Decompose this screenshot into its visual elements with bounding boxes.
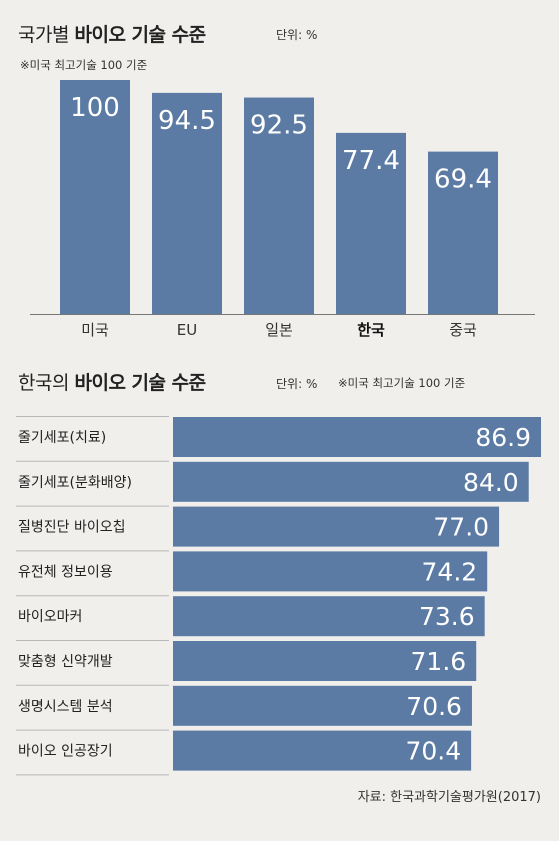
h-bar-value-6: 70.6 [406, 692, 462, 721]
v-bar-1 [152, 92, 222, 315]
chart1-title-light: 국가별 [18, 24, 69, 46]
v-bar-category-3: 한국 [357, 321, 385, 339]
h-bar-value-7: 70.4 [405, 737, 461, 766]
h-bar-category-5: 맞춤형 신약개발 [18, 654, 113, 670]
h-bar-value-3: 74.2 [422, 557, 478, 586]
h-bar-2 [173, 506, 500, 547]
h-bar-value-0: 86.9 [475, 423, 531, 452]
v-bar-value-2: 92.5 [250, 111, 308, 141]
v-bar-category-0: 미국 [81, 321, 109, 339]
h-bar-category-2: 질병진단 바이오칩 [18, 520, 126, 536]
v-bar-category-2: 일본 [265, 321, 293, 339]
h-bar-category-4: 바이오마커 [18, 609, 82, 625]
chart1-unit: 단위: % [276, 28, 318, 42]
h-bar-category-1: 줄기세포(분화배양) [18, 475, 132, 491]
v-bar-value-3: 77.4 [342, 146, 400, 176]
h-bar-category-3: 유전체 정보이용 [18, 564, 113, 580]
v-bar-value-0: 100 [70, 93, 120, 123]
chart2-unit: 단위: % [276, 377, 318, 391]
chart2-title-light: 한국의 [18, 372, 69, 394]
h-bar-3 [173, 551, 488, 592]
h-bar-value-4: 73.6 [419, 602, 475, 631]
chart2-note: ※미국 최고기술 100 기준 [338, 376, 466, 390]
h-bar-value-2: 77.0 [433, 513, 489, 542]
h-bar-category-7: 바이오 인공장기 [18, 744, 113, 760]
source-credit: 자료: 한국과학기술평가원(2017) [357, 790, 541, 805]
h-bar-value-5: 71.6 [411, 647, 467, 676]
h-bar-category-6: 생명시스템 분석 [18, 699, 113, 715]
v-bar-value-4: 69.4 [434, 165, 492, 195]
h-bar-4 [173, 596, 485, 637]
v-bar-0 [60, 80, 130, 314]
v-bar-3 [336, 132, 406, 314]
v-bar-4 [428, 151, 498, 314]
chart2-title-bold: 바이오 기술 수준 [74, 372, 207, 394]
h-bar-value-1: 84.0 [463, 468, 519, 497]
h-bar-5 [173, 641, 477, 681]
chart1-note: ※미국 최고기술 100 기준 [20, 58, 148, 72]
h-bar-0 [173, 417, 541, 457]
chart1-title: 국가별 바이오 기술 수준 [18, 20, 206, 47]
chart2-title: 한국의 바이오 기술 수준 [18, 368, 206, 395]
v-bar-value-1: 94.5 [158, 106, 216, 136]
h-bar-6 [173, 685, 472, 726]
h-bar-7 [173, 730, 472, 771]
h-bar-category-0: 줄기세포(치료) [18, 430, 106, 446]
v-bar-2 [244, 97, 314, 314]
h-bar-1 [173, 461, 529, 502]
chart1-title-bold: 바이오 기술 수준 [74, 24, 207, 46]
v-bar-category-1: EU [177, 321, 197, 339]
v-bar-category-4: 중국 [449, 321, 477, 339]
